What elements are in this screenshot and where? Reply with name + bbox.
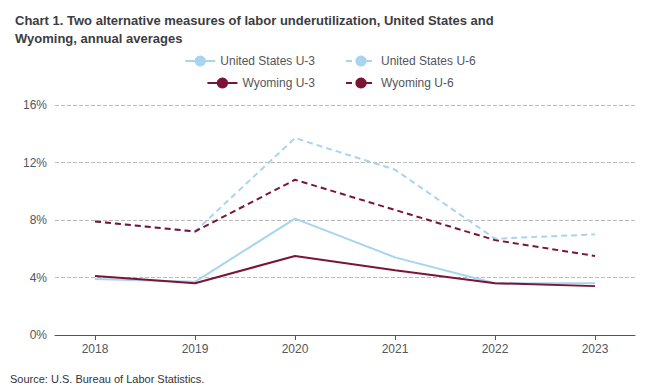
svg-text:Wyoming, annual averages: Wyoming, annual averages <box>15 31 182 46</box>
svg-text:2021: 2021 <box>382 342 409 356</box>
svg-text:4%: 4% <box>30 271 48 285</box>
svg-text:United States U-3: United States U-3 <box>220 54 315 68</box>
svg-text:2018: 2018 <box>82 342 109 356</box>
svg-text:16%: 16% <box>23 98 47 112</box>
svg-text:12%: 12% <box>23 156 47 170</box>
svg-text:Chart 1. Two alternative measu: Chart 1. Two alternative measures of lab… <box>15 13 494 28</box>
svg-text:2023: 2023 <box>582 342 609 356</box>
svg-text:2019: 2019 <box>182 342 209 356</box>
svg-text:2022: 2022 <box>482 342 509 356</box>
svg-text:United States U-6: United States U-6 <box>381 54 476 68</box>
svg-text:2020: 2020 <box>282 342 309 356</box>
svg-text:0%: 0% <box>30 328 48 342</box>
svg-text:Wyoming U-3: Wyoming U-3 <box>242 76 315 90</box>
svg-text:8%: 8% <box>30 213 48 227</box>
svg-text:Source: U.S. Bureau of Labor S: Source: U.S. Bureau of Labor Statistics. <box>10 373 204 385</box>
svg-text:Wyoming U-6: Wyoming U-6 <box>381 76 454 90</box>
